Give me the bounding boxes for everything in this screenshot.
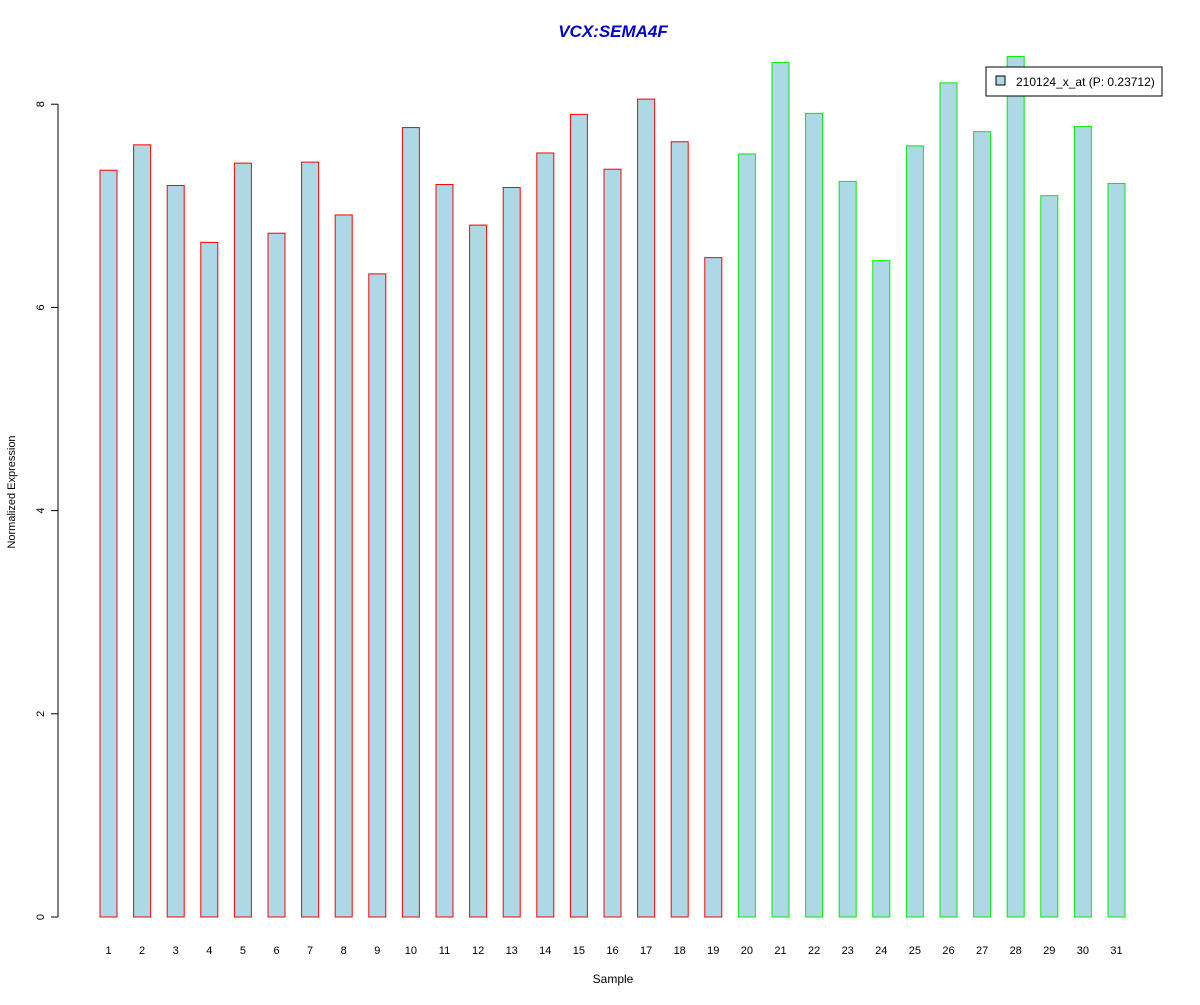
bar-sample-31	[1107, 182, 1126, 918]
y-tick-label: 0	[35, 914, 47, 920]
legend: 210124_x_at (P: 0.23712)	[985, 66, 1163, 97]
x-tick-label: 25	[909, 945, 921, 957]
y-axis-label: Normalized Expression	[6, 435, 18, 548]
bar-sample-30	[1073, 126, 1092, 918]
bar-sample-24	[872, 260, 891, 918]
x-tick-label: 7	[307, 945, 313, 957]
bar-sample-9	[368, 273, 387, 918]
bar-sample-4	[200, 241, 219, 918]
bar-sample-22	[805, 112, 824, 918]
bar-sample-18	[670, 141, 689, 918]
y-tick-label: 4	[35, 508, 47, 514]
y-tick-label: 8	[35, 101, 47, 107]
x-tick-label: 26	[942, 945, 954, 957]
x-tick-label: 11	[439, 945, 450, 957]
bar-sample-21	[771, 62, 790, 918]
bar-sample-28	[1006, 55, 1025, 918]
x-tick-label: 17	[640, 945, 652, 957]
x-axis-label: Sample	[593, 972, 634, 986]
y-axis: 0 2 4 6 8	[35, 101, 59, 920]
x-tick-label: 1	[105, 945, 111, 957]
bar-sample-7	[301, 161, 320, 918]
x-tick-label: 3	[173, 945, 179, 957]
bar-sample-20	[737, 153, 756, 918]
bar-sample-19	[704, 257, 723, 918]
x-tick-label: 24	[875, 945, 887, 957]
x-tick-label: 22	[808, 945, 820, 957]
legend-box	[985, 66, 1163, 97]
x-tick-label: 28	[1010, 945, 1022, 957]
bar-sample-15	[569, 113, 588, 918]
bar-sample-5	[233, 162, 252, 918]
x-tick-label: 31	[1110, 945, 1122, 957]
y-tick-label: 2	[35, 711, 47, 717]
y-tick-label: 6	[35, 304, 47, 310]
x-tick-label: 8	[341, 945, 347, 957]
bar-sample-12	[469, 224, 488, 918]
x-tick-label: 18	[674, 945, 686, 957]
bar-sample-13	[502, 187, 521, 918]
bar-sample-2	[133, 144, 152, 918]
bar-sample-25	[905, 145, 924, 918]
x-tick-label: 13	[506, 945, 518, 957]
bar-sample-6	[267, 232, 286, 918]
legend-swatch	[995, 75, 1006, 86]
x-tick-label: 6	[273, 945, 279, 957]
bar-sample-14	[536, 152, 555, 918]
bar-sample-17	[637, 98, 656, 918]
x-tick-label: 12	[472, 945, 484, 957]
x-tick-label: 19	[707, 945, 719, 957]
bar-sample-11	[435, 183, 454, 918]
bar-sample-27	[973, 131, 992, 918]
x-tick-label: 20	[741, 945, 753, 957]
x-tick-label: 15	[573, 945, 585, 957]
bar-sample-8	[334, 214, 353, 918]
x-tick-label: 14	[539, 945, 551, 957]
x-tick-label: 9	[374, 945, 380, 957]
bars-group	[99, 55, 1126, 918]
x-tick-label: 4	[206, 945, 212, 957]
bar-sample-3	[166, 184, 185, 918]
x-tick-label: 29	[1043, 945, 1055, 957]
x-tick-label: 30	[1077, 945, 1089, 957]
x-tick-labels: 1 2 3 4 5 6 7 8 9 10 11 12 13 14 15 16 17 18 19 20 21 22 23 24 2…	[105, 945, 1122, 957]
bar-sample-1	[99, 169, 118, 918]
x-tick-label: 10	[405, 945, 417, 957]
bar-sample-26	[939, 82, 958, 918]
x-tick-label: 2	[139, 945, 145, 957]
chart-title: VCX:SEMA4F	[558, 22, 668, 41]
x-tick-label: 21	[774, 945, 786, 957]
bar-sample-23	[838, 180, 857, 918]
x-tick-label: 27	[976, 945, 988, 957]
bar-sample-16	[603, 168, 622, 918]
bar-sample-10	[401, 127, 420, 918]
bar-sample-29	[1040, 195, 1059, 918]
x-tick-label: 23	[842, 945, 854, 957]
legend-label: 210124_x_at (P: 0.23712)	[1016, 75, 1155, 89]
x-tick-label: 16	[606, 945, 618, 957]
x-tick-label: 5	[240, 945, 246, 957]
